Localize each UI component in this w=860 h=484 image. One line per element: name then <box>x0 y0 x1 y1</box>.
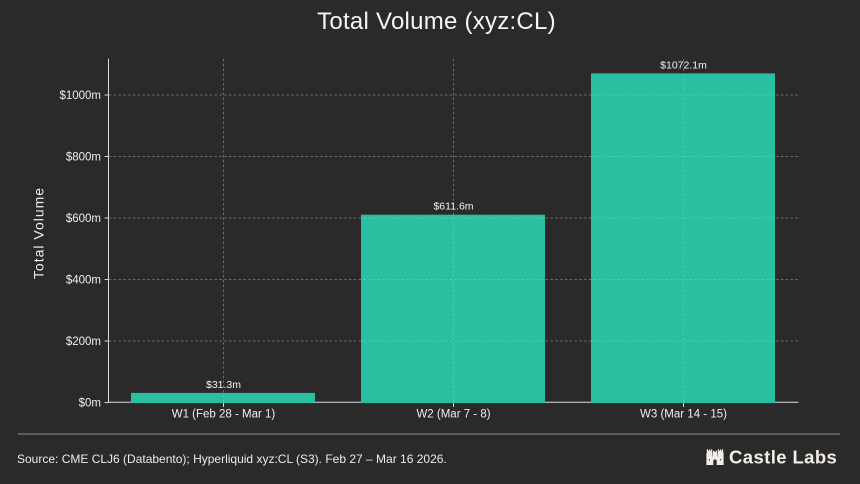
svg-text:Total Volume (xyz:CL): Total Volume (xyz:CL) <box>317 8 556 35</box>
svg-text:Castle Labs: Castle Labs <box>729 447 837 468</box>
svg-text:Source: CME CLJ6 (Databento);: Source: CME CLJ6 (Databento); Hyperliqui… <box>17 452 447 466</box>
svg-text:$200m: $200m <box>66 336 101 348</box>
svg-text:$800m: $800m <box>66 152 101 164</box>
svg-text:$611.6m: $611.6m <box>433 201 473 213</box>
svg-text:W2 (Mar 7 - 8): W2 (Mar 7 - 8) <box>416 409 490 421</box>
svg-text:$600m: $600m <box>66 213 101 225</box>
svg-text:$1000m: $1000m <box>59 90 101 102</box>
svg-text:W1 (Feb 28 - Mar 1): W1 (Feb 28 - Mar 1) <box>172 409 276 421</box>
svg-text:$400m: $400m <box>66 275 101 287</box>
svg-text:W3 (Mar 14 - 15): W3 (Mar 14 - 15) <box>640 409 727 421</box>
svg-text:$31.3m: $31.3m <box>206 379 241 391</box>
svg-text:$1072.1m: $1072.1m <box>660 60 707 72</box>
svg-text:Total Volume: Total Volume <box>31 187 47 279</box>
svg-text:$0m: $0m <box>79 398 101 410</box>
